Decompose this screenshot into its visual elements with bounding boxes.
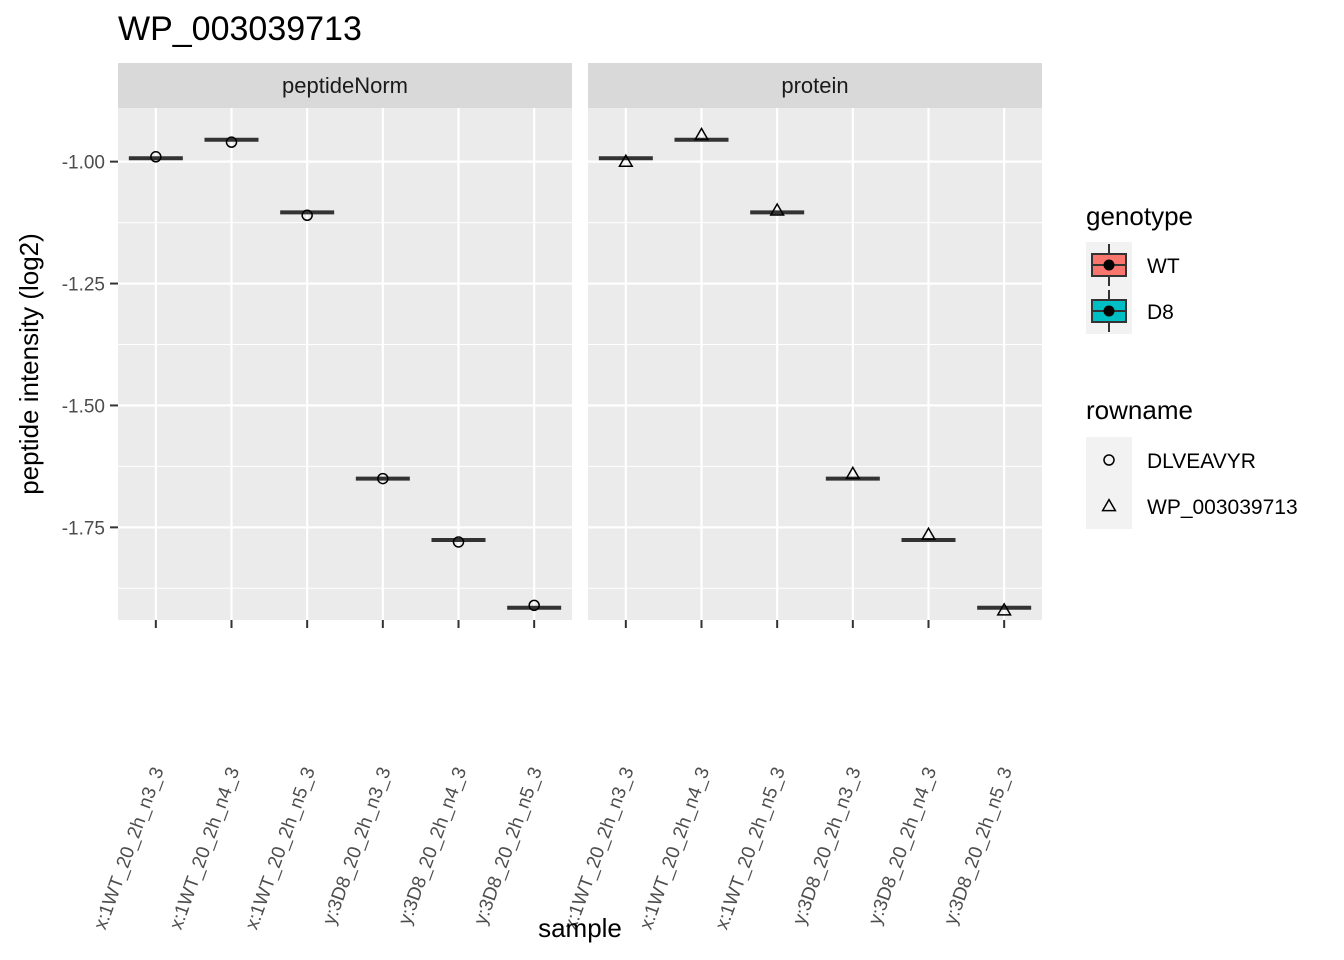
point-WP_003039713-4	[845, 465, 861, 480]
x-tick-label: y:3D8_20_2h_n3_3	[789, 765, 865, 928]
point-DLVEAVYR-5	[452, 536, 465, 548]
point-WP_003039713-2	[693, 126, 710, 141]
y-tick-label: -1.25	[62, 275, 105, 296]
circle-icon	[1103, 454, 1115, 466]
point-WP_003039713-5	[920, 526, 937, 541]
panel-background	[588, 108, 1042, 620]
facet-strip	[118, 63, 572, 108]
legend-point	[1103, 305, 1115, 317]
facet-panel-protein: protein	[588, 63, 1042, 620]
x-axis-title: sample	[538, 913, 622, 943]
legend-point	[1103, 259, 1115, 271]
legend-rowname: rowname DLVEAVYR WP_003039713	[1086, 395, 1298, 529]
point-WP_003039713-1	[618, 153, 634, 168]
x-tick-label: y:3D8_20_2h_n5_3	[940, 765, 1016, 928]
legend-genotype: genotype WT D8	[1086, 201, 1193, 334]
point-DLVEAVYR-4	[377, 472, 389, 485]
facet-strip	[588, 63, 1042, 108]
legend-key	[1086, 483, 1132, 529]
facet-strip-label: peptideNorm	[282, 73, 408, 98]
y-axis-title: peptide intensity (log2)	[14, 233, 44, 495]
x-tick-label: y:3D8_20_2h_n4_3	[395, 765, 471, 928]
y-tick-label: -1.00	[62, 153, 105, 174]
panel-background	[118, 108, 572, 620]
legends: genotype WT D8 rowname DLVEAVYR WP_003039713	[1086, 201, 1298, 529]
x-tick-label: x:1WT_20_2h_n3_3	[90, 765, 168, 933]
x-tick-label: x:1WT_20_2h_n5_3	[242, 765, 320, 933]
facet-panel-peptideNorm: peptideNorm	[118, 63, 572, 620]
point-DLVEAVYR-6	[528, 599, 540, 612]
facet-strip-label: protein	[781, 73, 848, 98]
legend-label-D8: D8	[1147, 301, 1174, 324]
legend-label-DLVEAVYR: DLVEAVYR	[1147, 450, 1256, 473]
triangle-icon	[1101, 498, 1117, 512]
y-tick-label: -1.50	[62, 396, 105, 417]
x-axis: x:1WT_20_2h_n3_3x:1WT_20_2h_n4_3x:1WT_20…	[90, 620, 1017, 933]
y-tick-label: -1.75	[62, 518, 105, 539]
point-WP_003039713-3	[769, 202, 785, 216]
point-DLVEAVYR-3	[301, 209, 313, 222]
x-tick-label: y:3D8_20_2h_n4_3	[865, 765, 941, 928]
legend-key	[1086, 437, 1132, 483]
x-tick-label: x:1WT_20_2h_n4_3	[636, 765, 714, 933]
legend-label-WP_003039713: WP_003039713	[1147, 496, 1298, 519]
facet-panels: peptideNorm protein	[118, 63, 1042, 620]
chart-title: WP_003039713	[118, 10, 362, 48]
x-tick-label: y:3D8_20_2h_n5_3	[470, 765, 546, 928]
x-tick-label: x:1WT_20_2h_n4_3	[166, 765, 244, 933]
x-tick-label: x:1WT_20_2h_n5_3	[712, 765, 790, 933]
legend-title: rowname	[1086, 395, 1193, 425]
y-axis: -1.00 -1.25 -1.50 -1.75	[62, 153, 118, 539]
legend-title: genotype	[1086, 201, 1193, 231]
point-DLVEAVYR-1	[150, 151, 162, 163]
point-DLVEAVYR-2	[225, 136, 238, 148]
x-tick-label: y:3D8_20_2h_n3_3	[319, 765, 395, 928]
x-tick-label: x:1WT_20_2h_n3_3	[560, 765, 638, 933]
legend-label-WT: WT	[1147, 255, 1180, 278]
point-WP_003039713-6	[996, 602, 1012, 616]
